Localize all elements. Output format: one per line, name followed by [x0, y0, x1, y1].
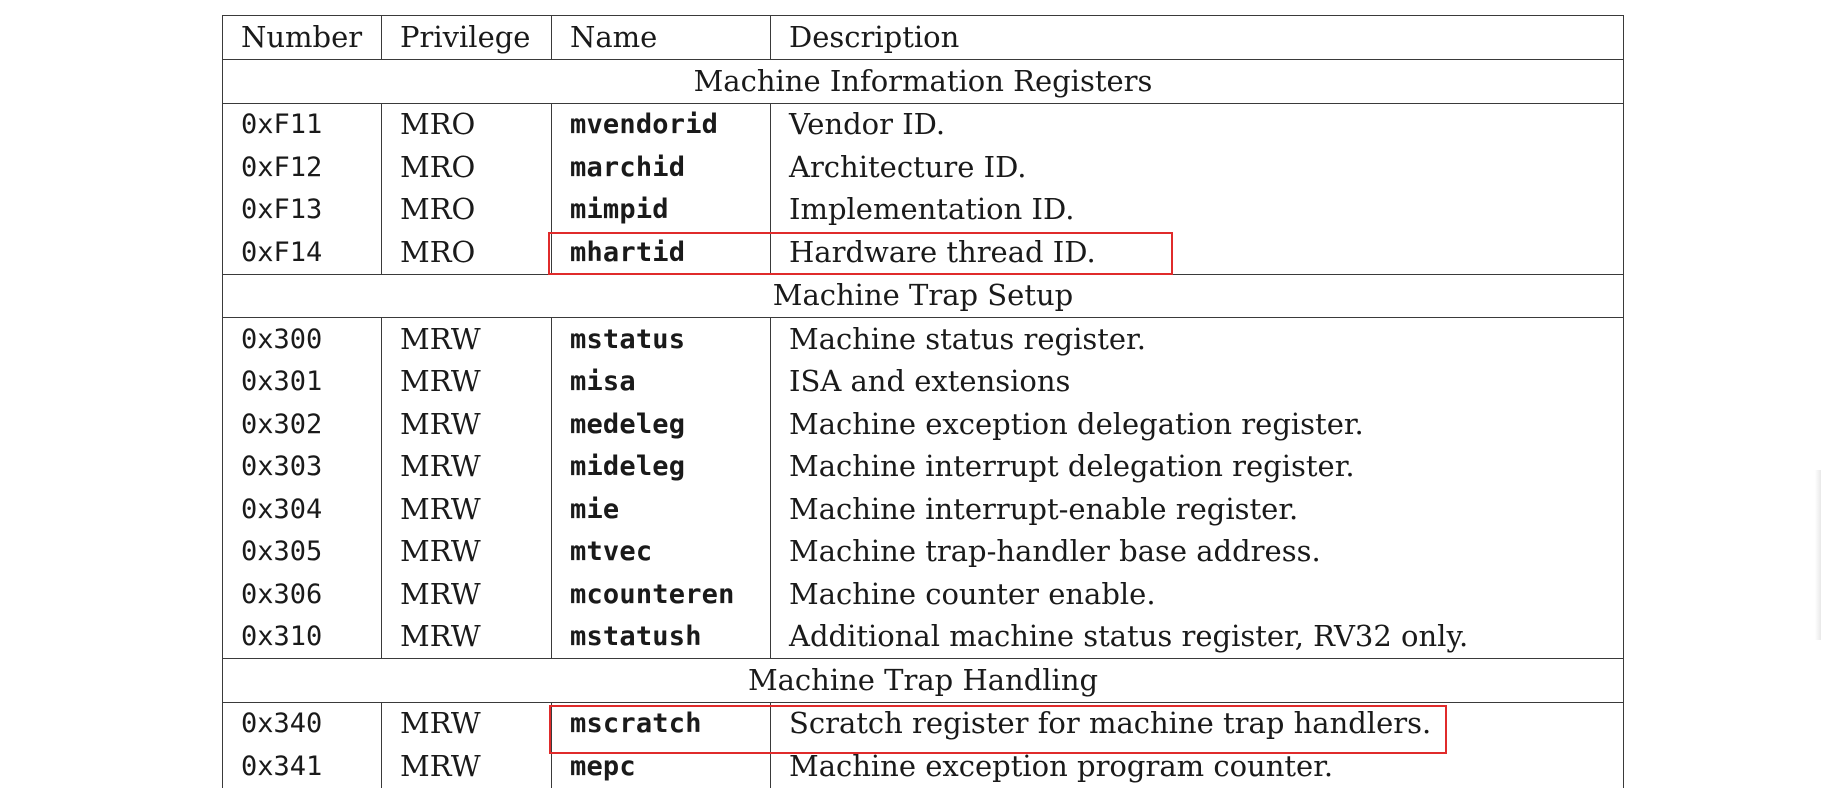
cell-number: 0x306	[222, 573, 382, 616]
cell-privilege: MRW	[381, 615, 552, 659]
page-edge-shadow	[1815, 470, 1821, 640]
cell-description: Vendor ID.	[770, 103, 1624, 146]
table-row: 0xF14 MRO mhartid Hardware thread ID.	[222, 231, 1624, 274]
cell-privilege: MRW	[381, 488, 552, 531]
cell-number: 0x341	[222, 745, 382, 788]
header-row: Number Privilege Name Description	[222, 15, 1624, 60]
cell-privilege: MRO	[381, 103, 552, 146]
highlight-box-mscratch	[549, 705, 1447, 754]
cell-description: Machine interrupt-enable register.	[770, 488, 1624, 531]
cell-number: 0x310	[222, 615, 382, 659]
table-row: 0x302 MRW medeleg Machine exception dele…	[222, 403, 1624, 446]
cell-number: 0xF12	[222, 146, 382, 189]
cell-name: medeleg	[551, 403, 771, 446]
section-row: Machine Trap Handling	[222, 658, 1624, 703]
cell-description: ISA and extensions	[770, 360, 1624, 403]
section-title: Machine Trap Setup	[222, 273, 1624, 318]
cell-name: mie	[551, 488, 771, 531]
cell-number: 0xF11	[222, 103, 382, 146]
cell-number: 0x340	[222, 702, 382, 745]
section-row: Machine Trap Setup	[222, 273, 1624, 318]
cell-number: 0x304	[222, 488, 382, 531]
cell-name: marchid	[551, 146, 771, 189]
cell-privilege: MRW	[381, 403, 552, 446]
cell-number: 0x302	[222, 403, 382, 446]
cell-description: Scratch register for machine trap handle…	[770, 702, 1624, 745]
cell-privilege: MRW	[381, 745, 552, 788]
table-row: 0xF13 MRO mimpid Implementation ID.	[222, 188, 1624, 231]
cell-number: 0x300	[222, 317, 382, 361]
cell-description: Machine status register.	[770, 317, 1624, 361]
cell-description: Architecture ID.	[770, 146, 1624, 189]
table-row: 0x303 MRW mideleg Machine interrupt dele…	[222, 445, 1624, 488]
table-row: 0x305 MRW mtvec Machine trap-handler bas…	[222, 530, 1624, 573]
cell-privilege: MRW	[381, 317, 552, 361]
table-row: 0x306 MRW mcounteren Machine counter ena…	[222, 573, 1624, 616]
cell-description: Machine exception delegation register.	[770, 403, 1624, 446]
table-row: 0x300 MRW mstatus Machine status registe…	[222, 317, 1624, 361]
cell-privilege: MRW	[381, 445, 552, 488]
table-row: 0xF12 MRO marchid Architecture ID.	[222, 146, 1624, 189]
section-row: Machine Information Registers	[222, 59, 1624, 104]
cell-number: 0x305	[222, 530, 382, 573]
header-name: Name	[551, 15, 771, 60]
cell-description: Additional machine status register, RV32…	[770, 615, 1624, 659]
section-title: Machine Information Registers	[222, 59, 1624, 104]
cell-number: 0xF13	[222, 188, 382, 231]
cell-name: mtvec	[551, 530, 771, 573]
cell-name: mvendorid	[551, 103, 771, 146]
table-row: 0x310 MRW mstatush Additional machine st…	[222, 615, 1624, 659]
cell-description: Machine interrupt delegation register.	[770, 445, 1624, 488]
header-number: Number	[222, 15, 382, 60]
cell-number: 0x301	[222, 360, 382, 403]
header-privilege: Privilege	[381, 15, 552, 60]
cell-privilege: MRW	[381, 702, 552, 745]
cell-description: Machine trap-handler base address.	[770, 530, 1624, 573]
cell-name: mimpid	[551, 188, 771, 231]
table-row: 0x340 MRW mscratch Scratch register for …	[222, 702, 1624, 745]
cell-name: mstatus	[551, 317, 771, 361]
header-description: Description	[770, 15, 1624, 60]
cell-privilege: MRO	[381, 188, 552, 231]
cell-number: 0x303	[222, 445, 382, 488]
cell-name: mideleg	[551, 445, 771, 488]
cell-name: misa	[551, 360, 771, 403]
table-row: 0x341 MRW mepc Machine exception program…	[222, 745, 1624, 788]
cell-description: Machine counter enable.	[770, 573, 1624, 616]
cell-privilege: MRW	[381, 530, 552, 573]
cell-privilege: MRW	[381, 360, 552, 403]
cell-description: Implementation ID.	[770, 188, 1624, 231]
csr-table: Number Privilege Name Description Machin…	[222, 15, 1624, 788]
table-row: 0xF11 MRO mvendorid Vendor ID.	[222, 103, 1624, 146]
table-row: 0x304 MRW mie Machine interrupt-enable r…	[222, 488, 1624, 531]
cell-privilege: MRW	[381, 573, 552, 616]
cell-privilege: MRO	[381, 146, 552, 189]
highlight-box-mhartid	[548, 232, 1173, 275]
cell-number: 0xF14	[222, 231, 382, 274]
section-title: Machine Trap Handling	[222, 658, 1624, 703]
cell-name: mcounteren	[551, 573, 771, 616]
table-row: 0x301 MRW misa ISA and extensions	[222, 360, 1624, 403]
cell-privilege: MRO	[381, 231, 552, 274]
cell-name: mstatush	[551, 615, 771, 659]
cell-description: Hardware thread ID.	[770, 231, 1624, 274]
cell-name: mscratch	[551, 702, 771, 745]
